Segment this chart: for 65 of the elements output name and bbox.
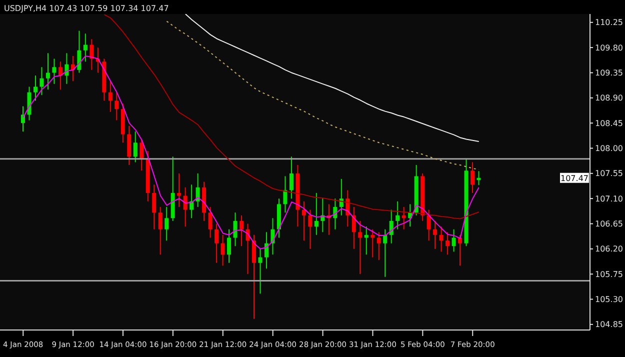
candlestick: [339, 178, 344, 216]
candlestick: [40, 66, 44, 96]
candlestick: [470, 162, 475, 194]
candlestick: [127, 125, 132, 166]
candlestick: [21, 106, 25, 132]
candlestick: [302, 200, 306, 242]
candlestick: [358, 220, 362, 275]
y-tick-label: 105.75: [595, 270, 623, 279]
candlestick: [458, 234, 462, 266]
candlestick: [264, 232, 268, 269]
candlestick: [196, 172, 200, 208]
candlestick: [426, 209, 431, 242]
line-series: [166, 20, 480, 170]
candlestick: [158, 206, 162, 255]
candlestick: [77, 30, 82, 74]
candlestick: [439, 226, 444, 252]
candlestick: [227, 228, 232, 264]
candlestick: [446, 232, 450, 255]
candlestick: [190, 184, 194, 219]
y-tick-label: 110.25: [595, 18, 623, 28]
candlestick: [214, 223, 219, 264]
candlestick: [114, 92, 119, 121]
candlestick: [46, 52, 50, 90]
candlestick: [352, 206, 356, 250]
candlestick: [133, 130, 138, 163]
candlestick: [152, 184, 156, 230]
candlestick: [452, 228, 456, 252]
candlestick: [396, 200, 400, 230]
candlestick: [389, 209, 394, 244]
candlestick: [177, 172, 182, 208]
candlestick: [314, 192, 318, 236]
y-tick-label: 106.65: [595, 220, 623, 229]
candlestick: [27, 86, 32, 121]
candlestick: [233, 212, 238, 247]
candlestick: [108, 80, 112, 112]
y-tick-label: 109.80: [595, 43, 623, 52]
candlestick: [283, 176, 288, 214]
y-tick-label: 107.10: [595, 194, 623, 204]
y-tick-label: 104.85: [595, 320, 623, 330]
candlestick: [33, 75, 38, 102]
chart-title: USDJPY,H4 107.43 107.59 107.34 107.47: [4, 4, 169, 13]
candlestick: [376, 232, 381, 261]
candlestick: [289, 156, 294, 200]
candlestick: [240, 214, 244, 247]
y-tick-label: 109.35: [595, 68, 623, 78]
candlestick: [164, 206, 169, 242]
y-tick-label: 108.00: [595, 144, 623, 154]
y-tick-label: 108.45: [595, 118, 623, 128]
y-tick-label: 108.90: [595, 94, 623, 103]
candlestick: [52, 58, 56, 84]
candlestick: [58, 61, 62, 90]
candlestick: [383, 228, 388, 278]
candlestick: [208, 206, 212, 238]
candlestick: [83, 33, 88, 62]
y-tick-label: 106.20: [595, 244, 623, 254]
candlestick: [220, 234, 225, 266]
y-tick-label: 107.55: [595, 169, 623, 178]
candlestick: [433, 220, 438, 250]
y-tick-label: 105.30: [595, 295, 623, 304]
candlestick: [252, 234, 256, 320]
candlestick: [258, 248, 262, 294]
candlestick: [308, 209, 312, 250]
line-series: [184, 14, 480, 142]
candlestick: [183, 186, 188, 228]
text: 107.47: [560, 174, 588, 183]
